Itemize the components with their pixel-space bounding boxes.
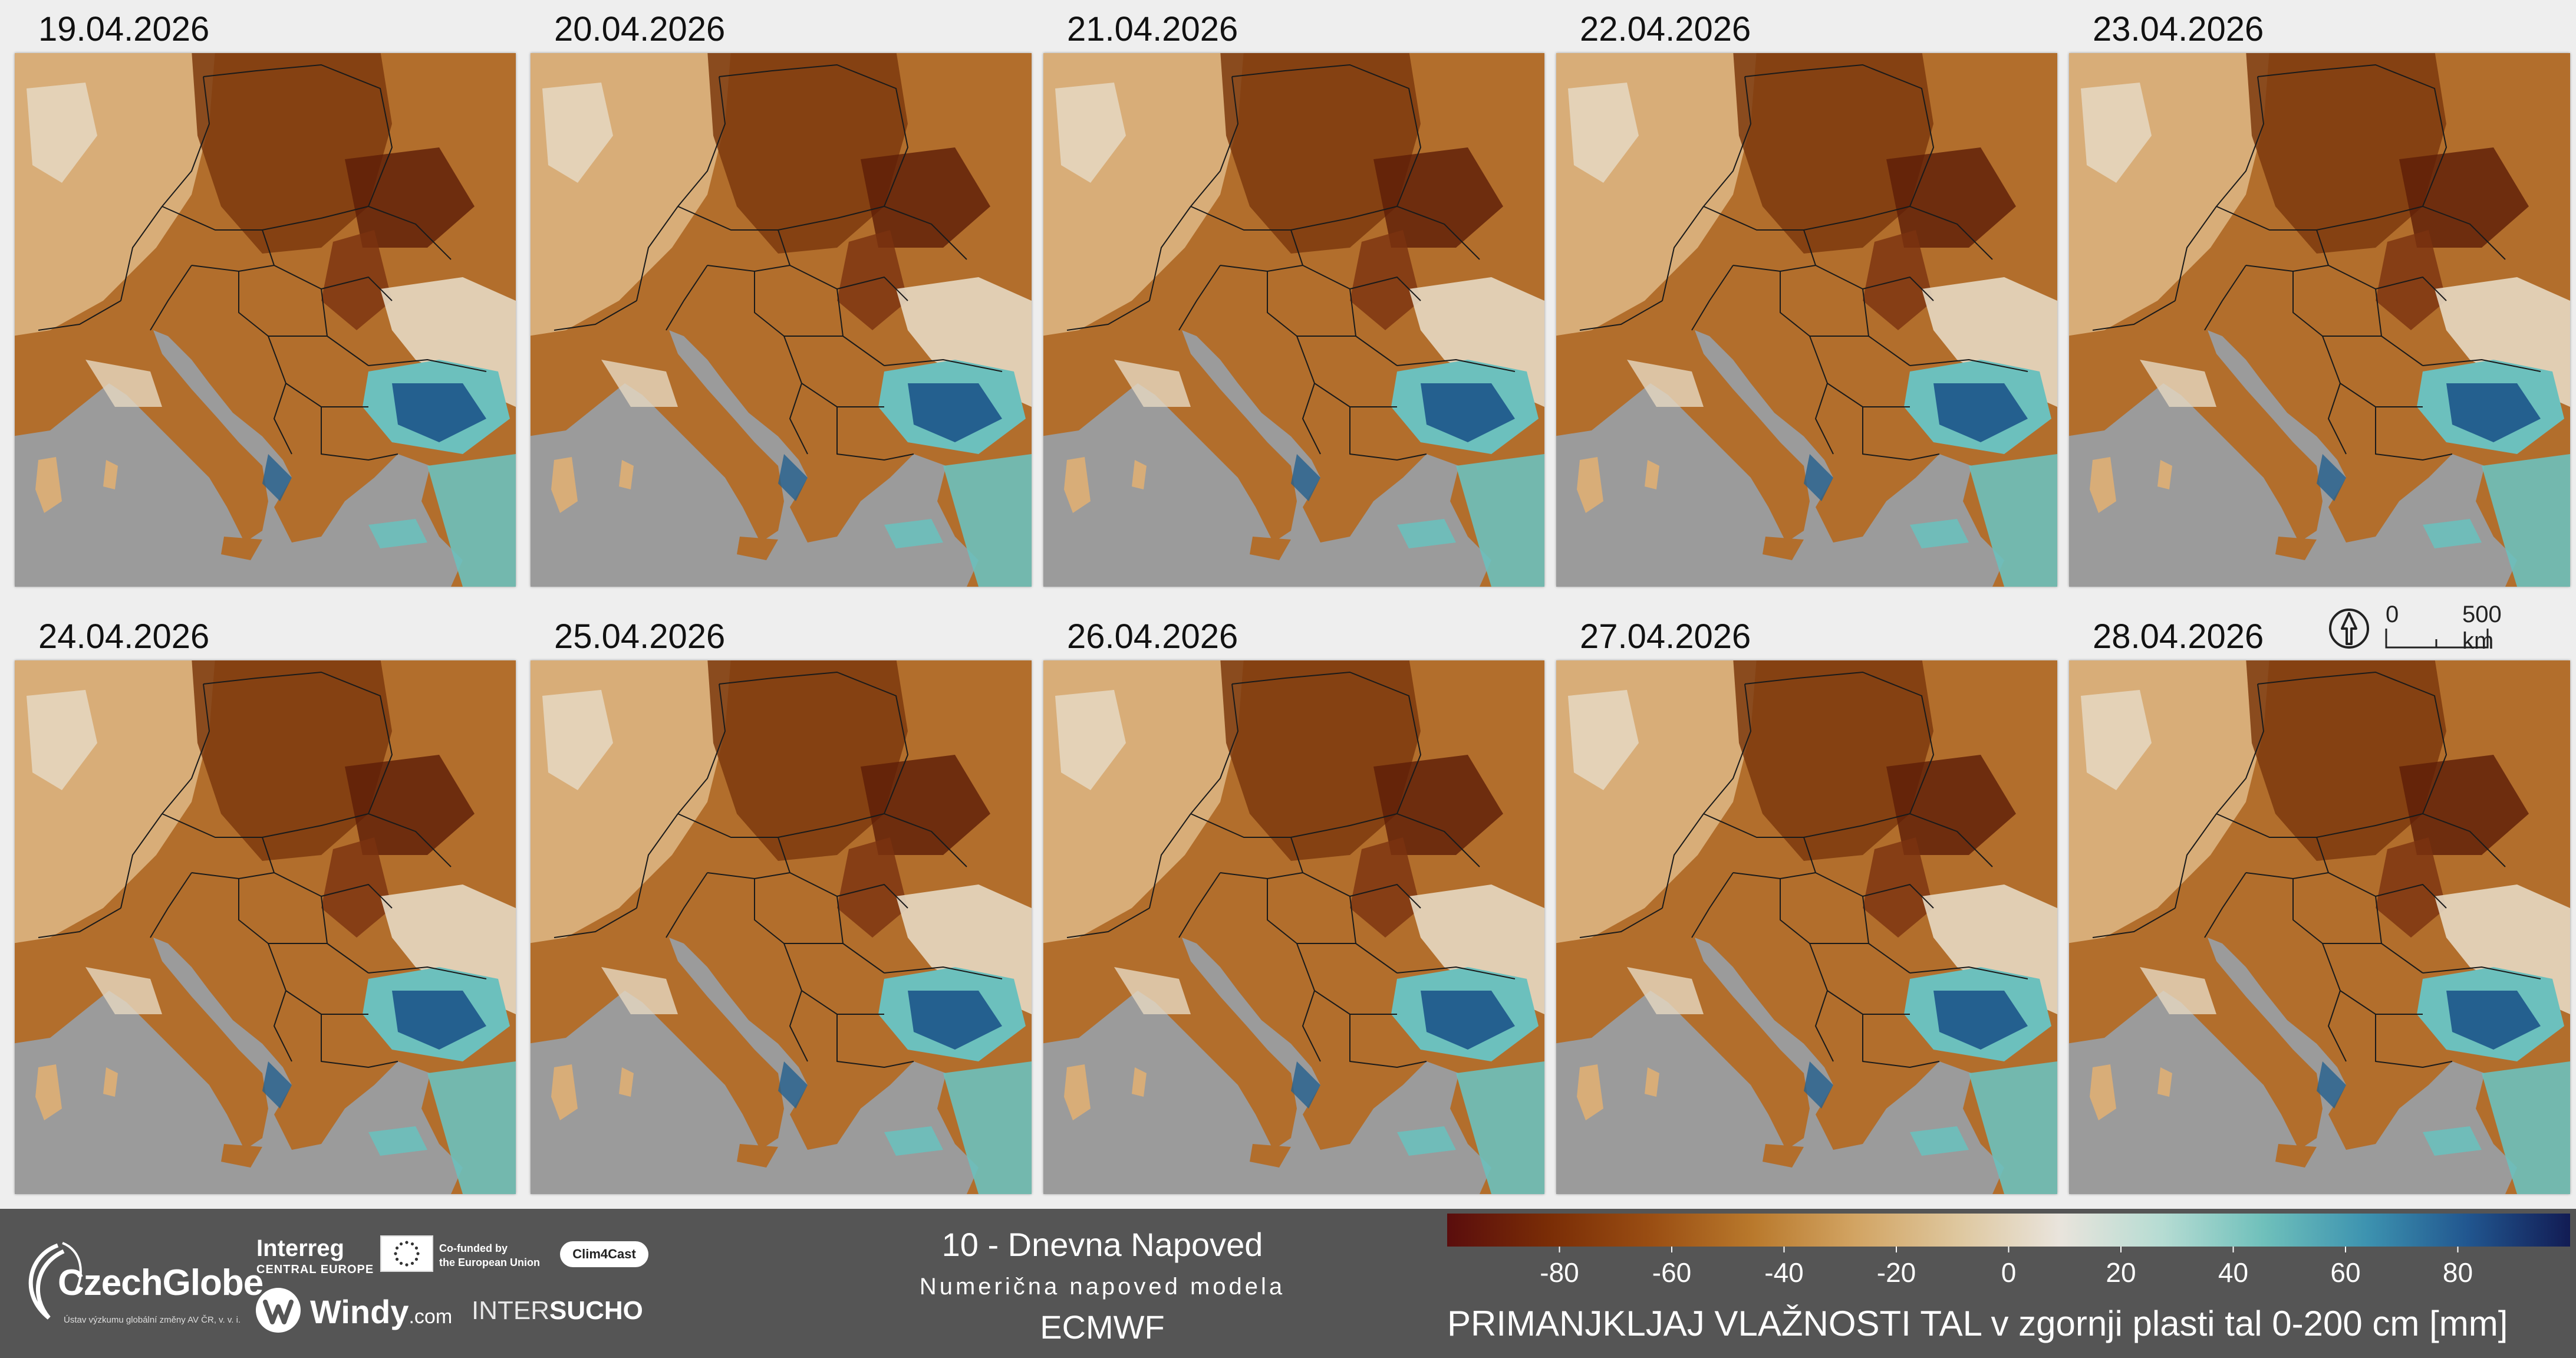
soil-moisture-map (531, 660, 1032, 1194)
panel-date: 21.04.2026 (1067, 10, 1238, 48)
legend-tick-label: 60 (2330, 1257, 2360, 1288)
map-panel: 22.04.2026 (1556, 0, 2057, 587)
legend-tick-label: 80 (2443, 1257, 2473, 1288)
eu-star (405, 1241, 409, 1244)
legend-tick-label: -80 (1540, 1257, 1579, 1288)
legend-tick-label: 40 (2218, 1257, 2248, 1288)
map-panel: 24.04.2026 (15, 607, 516, 1194)
forecast-title: 10 - Dnevna Napoved (941, 1226, 1263, 1263)
eu-star (395, 1246, 399, 1250)
eu-star (410, 1242, 414, 1246)
intersucho-part-a: INTER (472, 1296, 549, 1325)
eu-star (405, 1263, 409, 1267)
soil-moisture-map (15, 53, 516, 587)
footer-bar: CzechGlobe Ústav výzkumu globální změny … (0, 1209, 2576, 1358)
czechglobe-swoosh-icon (28, 1242, 82, 1320)
map-grid: 19.04.2026 20.04.2026 (15, 0, 2570, 1194)
forecast-model: ECMWF (1040, 1308, 1165, 1346)
panel-date: 27.04.2026 (1580, 617, 1751, 656)
soil-moisture-map (1556, 53, 2057, 587)
panel-date: 28.04.2026 (2093, 617, 2264, 656)
color-legend: -80 -60 -40 -20 0 20 40 60 80 PRIMANJKLJAJ VLAŽN… (1447, 1214, 2570, 1355)
legend-tick-label: -60 (1652, 1257, 1691, 1288)
czechglobe-subtitle: Ústav výzkumu globální změny AV ČR, v. v… (64, 1315, 241, 1325)
eu-star (410, 1261, 414, 1265)
windy-word: Windy (310, 1293, 409, 1330)
eu-star (414, 1246, 419, 1250)
eu-line-2: the European Union (439, 1257, 540, 1268)
eu-star (414, 1257, 419, 1261)
map-panel: 25.04.2026 (531, 607, 1032, 1194)
legend-title: PRIMANJKLJAJ VLAŽNOSTI TAL v zgornji pla… (1447, 1304, 2508, 1343)
soil-moisture-map (2069, 53, 2570, 587)
eu-star (399, 1261, 403, 1265)
eu-star (399, 1242, 403, 1246)
legend-colorbar: -80 -60 -40 -20 0 20 40 60 80 (1447, 1214, 2570, 1288)
interreg-name: Interreg (256, 1235, 344, 1261)
soil-moisture-map (1556, 660, 2057, 1194)
intersucho-logo: INTERSUCHO (472, 1296, 643, 1326)
map-panel: 28.04.2026 (2069, 607, 2570, 1194)
legend-tick-label: 0 (2001, 1257, 2017, 1288)
legend-tick-label: 20 (2106, 1257, 2136, 1288)
map-panel: 19.04.2026 (15, 0, 516, 587)
scale-bar-line (2385, 629, 2489, 649)
north-arrow-icon (2329, 609, 2369, 649)
forecast-subtitle: Numerična napoved modela (919, 1274, 1286, 1300)
soil-moisture-map (2069, 660, 2570, 1194)
eu-star (394, 1252, 397, 1255)
panel-date: 22.04.2026 (1580, 10, 1751, 48)
panel-date: 20.04.2026 (554, 10, 726, 48)
windy-icon (256, 1288, 301, 1333)
panel-date: 23.04.2026 (2093, 10, 2264, 48)
panel-date: 24.04.2026 (38, 617, 210, 656)
soil-moisture-map (531, 53, 1032, 587)
legend-tick-label: -40 (1764, 1257, 1803, 1288)
clim4cast-logo: Clim4Cast (560, 1241, 648, 1267)
map-panel: 27.04.2026 (1556, 607, 2057, 1194)
map-panel: 21.04.2026 (1043, 0, 1544, 587)
czechglobe-name: CzechGlobe (58, 1262, 263, 1303)
windy-logo: Windy.com (253, 1285, 452, 1339)
soil-moisture-map (15, 660, 516, 1194)
map-panel: 20.04.2026 (531, 0, 1032, 587)
windy-name: Windy.com (310, 1293, 452, 1331)
eu-cofunded-text: Co-funded by the European Union (439, 1241, 540, 1270)
intersucho-part-b: SUCHO (549, 1296, 643, 1325)
soil-moisture-map (1043, 53, 1544, 587)
panel-date: 19.04.2026 (38, 10, 210, 48)
windy-domain: .com (409, 1306, 453, 1328)
scale-zero-label: 0 (2386, 601, 2399, 627)
czechglobe-logo: CzechGlobe Ústav výzkumu globální změny … (17, 1238, 263, 1339)
scale-bar: 0 500 km (2325, 601, 2520, 654)
soil-moisture-map (1043, 660, 1544, 1194)
map-panel: 26.04.2026 (1043, 607, 1544, 1194)
panel-date: 25.04.2026 (554, 617, 726, 656)
legend-gradient-bar (1447, 1214, 2570, 1247)
legend-tick-label: -20 (1877, 1257, 1916, 1288)
eu-star (395, 1257, 399, 1261)
eu-line-1: Co-funded by (439, 1242, 508, 1254)
eu-flag-icon (380, 1235, 433, 1272)
interreg-subtitle: CENTRAL EUROPE (256, 1263, 374, 1276)
map-panel: 23.04.2026 (2069, 0, 2570, 587)
eu-star (416, 1252, 420, 1255)
interreg-logo: Interreg CENTRAL EUROPE (256, 1235, 374, 1277)
panel-date: 26.04.2026 (1067, 617, 1238, 656)
